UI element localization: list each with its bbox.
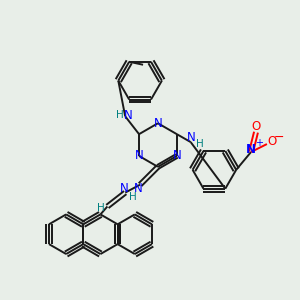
Text: N: N	[120, 182, 129, 195]
Text: H: H	[97, 203, 104, 214]
Text: H: H	[129, 192, 137, 202]
Text: N: N	[134, 182, 142, 195]
Text: N: N	[172, 149, 181, 162]
Text: O: O	[251, 120, 261, 133]
Text: −: −	[274, 130, 284, 144]
Text: N: N	[124, 109, 133, 122]
Text: N: N	[154, 117, 162, 130]
Text: N: N	[187, 130, 196, 144]
Text: N: N	[135, 149, 143, 162]
Text: +: +	[255, 138, 263, 148]
Text: N: N	[246, 142, 256, 155]
Text: H: H	[116, 110, 124, 120]
Text: O: O	[267, 135, 277, 148]
Text: H: H	[196, 139, 203, 149]
